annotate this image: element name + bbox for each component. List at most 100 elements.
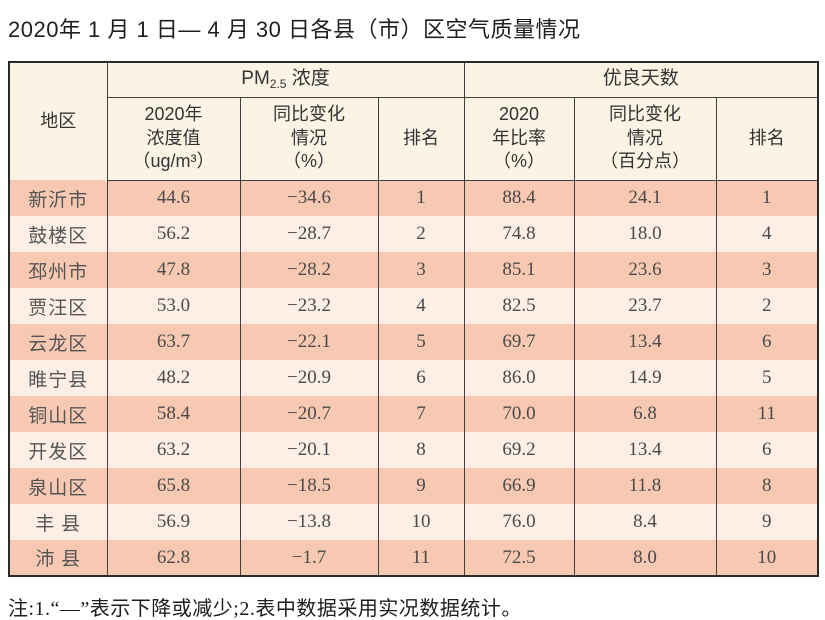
table-row: 睢宁县 48.2 −20.9 6 86.0 14.9 5 — [8, 360, 819, 396]
good-days-rank-cell: 8 — [715, 468, 819, 504]
good-days-change-cell: 18.0 — [573, 216, 717, 252]
table-row: 新沂市 44.6 −34.6 1 88.4 24.1 1 — [8, 180, 819, 216]
pm-label-prefix: PM — [241, 67, 270, 89]
pm-concentration-cell: 62.8 — [106, 540, 241, 576]
table-row: 泉山区 65.8 −18.5 9 66.9 11.8 8 — [8, 468, 819, 504]
pm-label-suffix: 浓度 — [286, 67, 330, 89]
good-days-rank-cell: 4 — [715, 216, 819, 252]
pm-change-cell: −34.6 — [239, 180, 379, 216]
good-days-change-cell: 13.4 — [573, 432, 717, 468]
pm-change-cell: −28.7 — [239, 216, 379, 252]
good-days-change-cell: 8.0 — [573, 540, 717, 576]
good-days-rate-cell: 72.5 — [463, 540, 575, 576]
good-days-change-cell: 24.1 — [573, 180, 717, 216]
col-header-good-change: 同比变化 情况 （百分点） — [573, 97, 717, 181]
pm-rank-cell: 9 — [377, 468, 465, 504]
good-days-change-cell: 8.4 — [573, 504, 717, 540]
region-cell: 鼓楼区 — [8, 216, 108, 252]
table-row: 沛 县 62.8 −1.7 11 72.5 8.0 10 — [8, 540, 819, 576]
table-header: 地区 PM2.5 浓度 优良天数 2020年 浓度值 （ug/m³） 同比变化 … — [8, 62, 819, 181]
good-days-rate-cell: 85.1 — [463, 252, 575, 288]
good-days-rate-cell: 74.8 — [463, 216, 575, 252]
good-days-rate-cell: 69.2 — [463, 432, 575, 468]
region-cell: 泉山区 — [8, 468, 108, 504]
pm-change-cell: −20.1 — [239, 432, 379, 468]
col-header-pm-change: 同比变化 情况 （%） — [239, 97, 379, 181]
col-header-good-rank: 排名 — [715, 97, 819, 181]
pm-concentration-cell: 47.8 — [106, 252, 241, 288]
pm-concentration-cell: 63.2 — [106, 432, 241, 468]
pm-rank-cell: 1 — [377, 180, 465, 216]
table-row: 邳州市 47.8 −28.2 3 85.1 23.6 3 — [8, 252, 819, 288]
good-days-change-cell: 6.8 — [573, 396, 717, 432]
col-header-good-rate: 2020 年比率 （%） — [463, 97, 575, 181]
table-row: 云龙区 63.7 −22.1 5 69.7 13.4 6 — [8, 324, 819, 360]
pm-concentration-cell: 63.7 — [106, 324, 241, 360]
pm-rank-cell: 3 — [377, 252, 465, 288]
pm-change-cell: −20.9 — [239, 360, 379, 396]
page-title: 2020年 1 月 1 日— 4 月 30 日各县（市）区空气质量情况 — [8, 17, 581, 42]
col-header-pm-rank: 排名 — [377, 97, 465, 181]
region-cell: 新沂市 — [8, 180, 108, 216]
table-row: 开发区 63.2 −20.1 8 69.2 13.4 6 — [8, 432, 819, 468]
pm-concentration-cell: 48.2 — [106, 360, 241, 396]
table-row: 鼓楼区 56.2 −28.7 2 74.8 18.0 4 — [8, 216, 819, 252]
pm-concentration-cell: 44.6 — [106, 180, 241, 216]
pm-label-subscript: 2.5 — [269, 76, 287, 91]
pm-concentration-cell: 58.4 — [106, 396, 241, 432]
good-days-rank-cell: 10 — [715, 540, 819, 576]
good-days-change-cell: 13.4 — [573, 324, 717, 360]
region-cell: 贾汪区 — [8, 288, 108, 324]
pm-change-cell: −18.5 — [239, 468, 379, 504]
good-days-change-cell: 11.8 — [573, 468, 717, 504]
pm-rank-cell: 11 — [377, 540, 465, 576]
good-days-rank-cell: 5 — [715, 360, 819, 396]
table-row: 丰 县 56.9 −13.8 10 76.0 8.4 9 — [8, 504, 819, 540]
pm-change-cell: −22.1 — [239, 324, 379, 360]
region-cell: 云龙区 — [8, 324, 108, 360]
region-cell: 开发区 — [8, 432, 108, 468]
pm-change-cell: −13.8 — [239, 504, 379, 540]
col-header-region: 地区 — [8, 62, 108, 180]
good-days-rate-cell: 69.7 — [463, 324, 575, 360]
region-cell: 铜山区 — [8, 396, 108, 432]
col-header-pm-value: 2020年 浓度值 （ug/m³） — [106, 97, 241, 181]
good-days-rank-cell: 6 — [715, 432, 819, 468]
region-cell: 邳州市 — [8, 252, 108, 288]
table-row: 贾汪区 53.0 −23.2 4 82.5 23.7 2 — [8, 288, 819, 324]
pm-rank-cell: 4 — [377, 288, 465, 324]
good-days-rank-cell: 1 — [715, 180, 819, 216]
pm-rank-cell: 6 — [377, 360, 465, 396]
pm-rank-cell: 10 — [377, 504, 465, 540]
good-days-rate-cell: 88.4 — [463, 180, 575, 216]
good-days-change-cell: 14.9 — [573, 360, 717, 396]
good-days-change-cell: 23.6 — [573, 252, 717, 288]
footnote: 注:1.“—”表示下降或减少;2.表中数据采用实况数据统计。 — [8, 598, 522, 620]
air-quality-table: 地区 PM2.5 浓度 优良天数 2020年 浓度值 （ug/m³） 同比变化 … — [8, 61, 820, 577]
good-days-rate-cell: 70.0 — [463, 396, 575, 432]
pm-rank-cell: 5 — [377, 324, 465, 360]
good-days-rank-cell: 2 — [715, 288, 819, 324]
col-group-pm25: PM2.5 浓度 — [106, 62, 465, 98]
pm-rank-cell: 2 — [377, 216, 465, 252]
pm-concentration-cell: 56.2 — [106, 216, 241, 252]
pm-concentration-cell: 53.0 — [106, 288, 241, 324]
good-days-rate-cell: 82.5 — [463, 288, 575, 324]
region-cell: 睢宁县 — [8, 360, 108, 396]
pm-change-cell: −23.2 — [239, 288, 379, 324]
good-days-rate-cell: 66.9 — [463, 468, 575, 504]
good-days-rate-cell: 86.0 — [463, 360, 575, 396]
good-days-rank-cell: 9 — [715, 504, 819, 540]
col-group-good-days: 优良天数 — [463, 62, 819, 98]
pm-change-cell: −20.7 — [239, 396, 379, 432]
pm-rank-cell: 8 — [377, 432, 465, 468]
region-cell: 丰 县 — [8, 504, 108, 540]
pm-rank-cell: 7 — [377, 396, 465, 432]
good-days-rate-cell: 76.0 — [463, 504, 575, 540]
region-cell: 沛 县 — [8, 540, 108, 576]
pm-concentration-cell: 56.9 — [106, 504, 241, 540]
pm-change-cell: −1.7 — [239, 540, 379, 576]
table-body: 新沂市 44.6 −34.6 1 88.4 24.1 1 鼓楼区 56.2 −2… — [8, 180, 819, 576]
good-days-change-cell: 23.7 — [573, 288, 717, 324]
